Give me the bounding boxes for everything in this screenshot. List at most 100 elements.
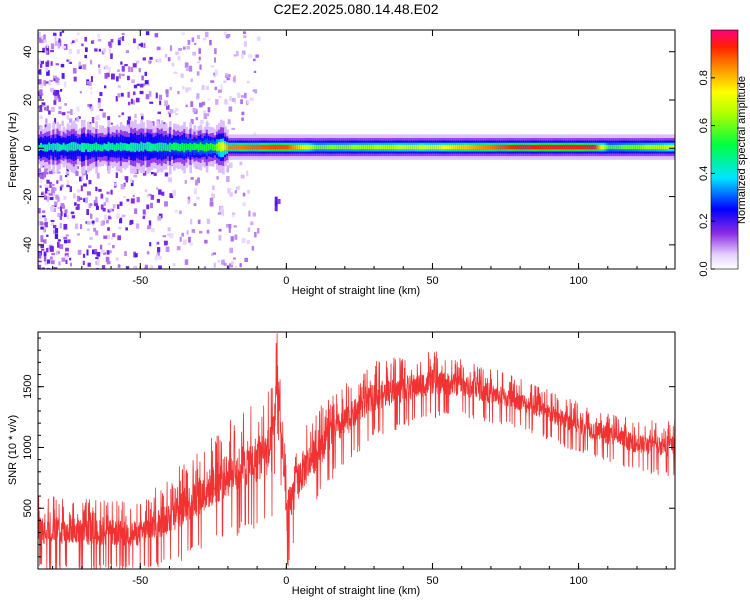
heatmap-cell: [39, 96, 42, 99]
heatmap-cell: [120, 61, 123, 65]
heatmap-cell: [87, 103, 90, 107]
heatmap-cell: [485, 144, 489, 150]
heatmap-cell: [227, 74, 231, 78]
heatmap-cell: [649, 144, 653, 150]
heatmap-cell: [116, 168, 121, 172]
heatmap-cell: [383, 144, 387, 150]
heatmap-cell: [97, 102, 102, 109]
heatmap-cell: [127, 124, 132, 129]
heatmap-cell: [71, 40, 75, 44]
heatmap-cell: [96, 259, 100, 266]
heatmap-cell: [40, 192, 44, 196]
heatmap-cell: [118, 226, 122, 230]
heatmap-cell: [45, 81, 49, 84]
heatmap-cell: [195, 97, 200, 100]
heatmap-cell: [348, 144, 352, 150]
heatmap-cell: [46, 195, 49, 202]
heatmap-cell: [157, 247, 161, 253]
heatmap-cell: [38, 79, 42, 85]
colorbar-tick-label: 0.0: [698, 261, 710, 276]
heatmap-cell: [326, 144, 330, 150]
heatmap-cell: [178, 48, 183, 51]
heatmap-cell: [207, 143, 211, 151]
heatmap-cell: [580, 144, 583, 150]
heatmap-cell: [169, 193, 174, 199]
heatmap-cell: [139, 83, 144, 88]
heatmap-cell: [50, 49, 55, 53]
heatmap-cell: [58, 143, 62, 152]
heatmap-cell: [211, 143, 215, 151]
heatmap-cell: [659, 144, 663, 150]
heatmap-cell: [58, 38, 61, 42]
heatmap-cell: [402, 144, 405, 150]
heatmap-cell: [109, 208, 113, 212]
heatmap-cell: [42, 47, 46, 53]
heatmap-cell: [235, 265, 238, 268]
heatmap-cell: [89, 203, 93, 206]
heatmap-cell: [230, 144, 233, 150]
heatmap-cell: [672, 144, 675, 150]
heatmap-cell: [229, 188, 232, 191]
heatmap-cell: [477, 144, 481, 150]
heatmap-cell: [127, 101, 131, 106]
heatmap-cell: [492, 144, 495, 150]
heatmap-cell: [535, 144, 538, 150]
heatmap-cell: [426, 144, 430, 150]
heatmap-cell: [528, 144, 532, 150]
heatmap-cell: [173, 110, 176, 114]
heatmap-cell: [185, 87, 189, 93]
heatmap-cell: [606, 144, 610, 150]
heatmap-cell: [130, 67, 134, 72]
heatmap-cell: [57, 43, 61, 49]
heatmap-cell: [567, 144, 571, 150]
heatmap-cell: [117, 85, 121, 89]
top-x-tick-label: 100: [569, 275, 587, 287]
heatmap-cell: [455, 144, 458, 150]
heatmap-cell: [169, 233, 174, 239]
bottom-y-tick-label: 1000: [22, 435, 34, 459]
heatmap-cell: [164, 201, 168, 207]
heatmap-cell: [192, 107, 197, 113]
top-y-tick-label: -40: [22, 237, 34, 253]
heatmap-cell: [45, 187, 49, 194]
heatmap-cell: [242, 144, 246, 150]
heatmap-cell: [481, 144, 485, 150]
heatmap-cell: [214, 86, 218, 91]
heatmap-cell: [231, 260, 234, 266]
heatmap-cell: [328, 144, 332, 150]
heatmap-cell: [293, 144, 297, 150]
heatmap-cell: [61, 120, 64, 126]
colorbar-ticks: 0.0 0.2 0.4 0.6 0.8: [698, 70, 715, 277]
heatmap-cell: [352, 144, 356, 150]
heatmap-cell: [148, 220, 152, 227]
heatmap-cell: [279, 144, 283, 150]
heatmap-cell: [565, 144, 569, 150]
heatmap-cell: [206, 229, 210, 234]
heatmap-cell: [246, 80, 250, 84]
heatmap-cell: [228, 106, 233, 112]
heatmap-cell: [637, 144, 640, 150]
heatmap-cell: [379, 144, 383, 150]
heatmap-cell: [72, 68, 77, 74]
heatmap-cell: [65, 234, 69, 237]
heatmap-cell: [594, 144, 597, 150]
heatmap-cell: [115, 142, 119, 151]
heatmap-cell: [188, 65, 193, 72]
heatmap-cell: [199, 230, 203, 234]
heatmap-cell: [395, 144, 399, 150]
heatmap-cell: [162, 122, 166, 125]
heatmap-cell: [318, 144, 321, 150]
heatmap-cell: [133, 38, 136, 44]
heatmap-cell: [38, 208, 41, 214]
heatmap-cell: [65, 175, 68, 178]
heatmap-cell: [224, 31, 227, 36]
heatmap-cell: [518, 144, 522, 150]
heatmap-cell: [112, 233, 116, 237]
heatmap-cell: [210, 80, 215, 83]
heatmap-cell: [140, 141, 143, 151]
heatmap-cell: [563, 144, 567, 150]
heatmap-cell: [90, 106, 94, 112]
heatmap-cell: [49, 79, 53, 83]
heatmap-cell: [371, 144, 375, 150]
heatmap-cell: [145, 31, 150, 36]
